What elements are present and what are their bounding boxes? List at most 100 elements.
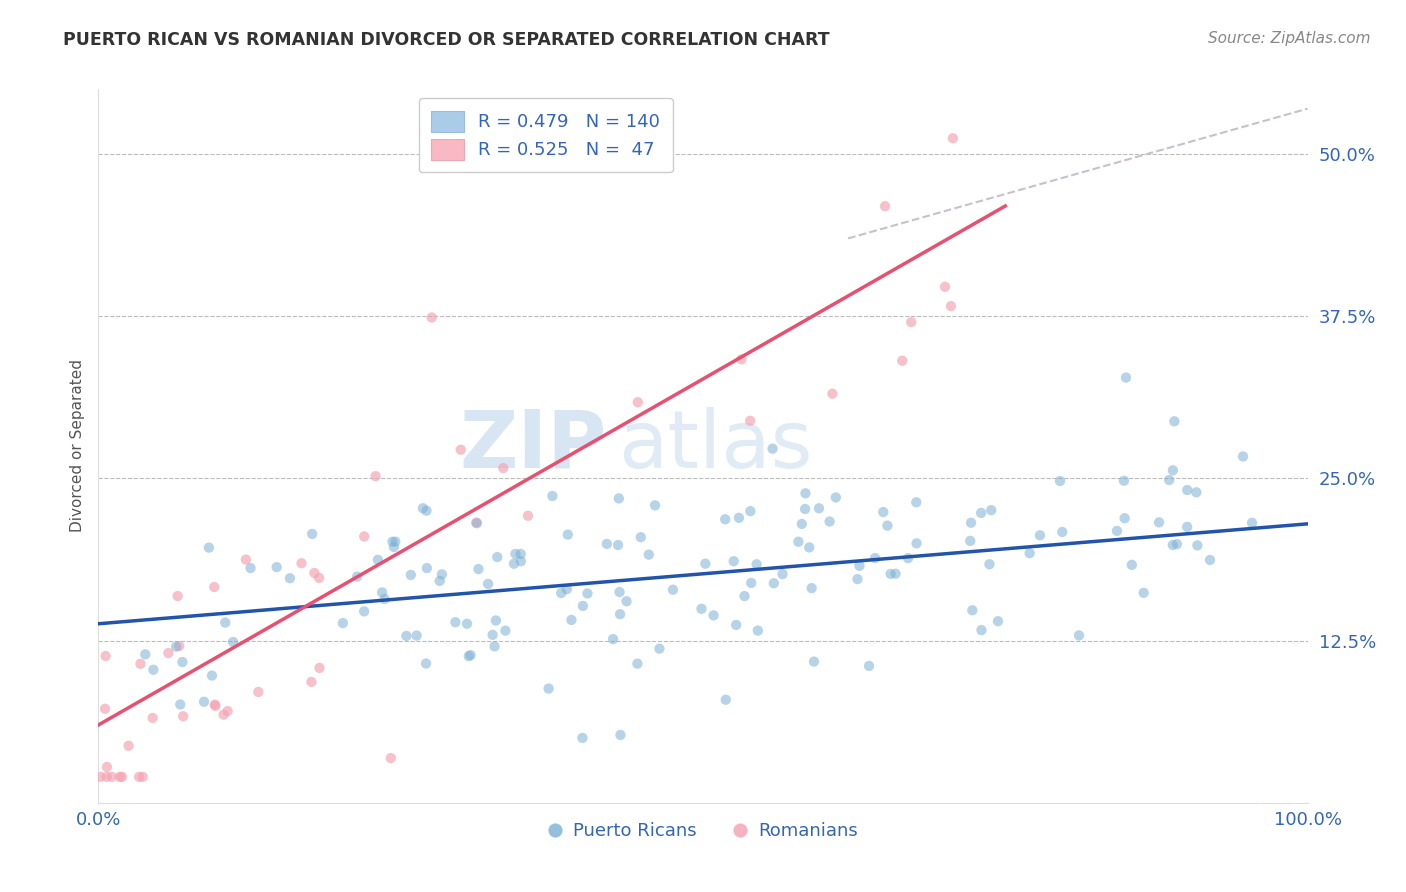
Point <box>304 566 326 580</box>
Point <box>384 534 406 549</box>
Point <box>308 661 330 675</box>
Point <box>290 556 312 570</box>
Point <box>157 646 180 660</box>
Point <box>430 567 453 582</box>
Point <box>128 770 150 784</box>
Point <box>934 280 956 294</box>
Point <box>848 558 870 573</box>
Point <box>1232 450 1254 464</box>
Point <box>858 659 880 673</box>
Point <box>1112 474 1135 488</box>
Point <box>1187 538 1209 552</box>
Point <box>790 516 813 531</box>
Point <box>1163 414 1185 428</box>
Point <box>353 604 375 618</box>
Point <box>794 486 817 500</box>
Point <box>740 504 762 518</box>
Point <box>762 576 785 591</box>
Point <box>198 541 221 555</box>
Point <box>905 536 928 550</box>
Point <box>1132 586 1154 600</box>
Point <box>800 581 823 595</box>
Point <box>596 537 619 551</box>
Point <box>875 199 897 213</box>
Point <box>364 469 387 483</box>
Point <box>371 585 394 599</box>
Point <box>879 566 901 581</box>
Point <box>1175 483 1198 497</box>
Point <box>1067 628 1090 642</box>
Point <box>96 770 118 784</box>
Point <box>212 707 235 722</box>
Point <box>100 770 122 784</box>
Point <box>987 614 1010 628</box>
Point <box>94 702 117 716</box>
Point <box>117 739 139 753</box>
Point <box>876 518 898 533</box>
Point <box>607 538 630 552</box>
Point <box>169 698 191 712</box>
Point <box>457 649 479 664</box>
Point <box>1114 511 1136 525</box>
Point <box>799 541 821 555</box>
Point <box>172 709 194 723</box>
Point <box>412 501 434 516</box>
Point <box>217 704 239 718</box>
Point <box>787 534 810 549</box>
Point <box>602 632 624 647</box>
Point <box>450 442 472 457</box>
Point <box>142 663 165 677</box>
Point <box>626 657 648 671</box>
Point <box>204 698 226 712</box>
Point <box>609 607 631 622</box>
Point <box>96 760 118 774</box>
Text: ZIP: ZIP <box>458 407 606 485</box>
Point <box>740 414 762 428</box>
Point <box>193 695 215 709</box>
Point <box>690 602 713 616</box>
Point <box>1105 524 1128 538</box>
Point <box>980 503 1002 517</box>
Point <box>367 553 389 567</box>
Point <box>266 560 288 574</box>
Point <box>714 512 737 526</box>
Point <box>884 566 907 581</box>
Point <box>730 352 752 367</box>
Point <box>239 561 262 575</box>
Point <box>172 655 194 669</box>
Point <box>517 508 540 523</box>
Point <box>1199 553 1222 567</box>
Point <box>503 557 526 571</box>
Point <box>695 557 717 571</box>
Point <box>142 711 165 725</box>
Point <box>959 533 981 548</box>
Point <box>405 628 427 642</box>
Point <box>381 534 404 549</box>
Point <box>1115 370 1137 384</box>
Point <box>794 502 817 516</box>
Point <box>129 657 152 671</box>
Point <box>278 571 301 585</box>
Point <box>429 574 451 588</box>
Point <box>807 501 830 516</box>
Point <box>616 594 638 608</box>
Point <box>485 614 508 628</box>
Point <box>970 506 993 520</box>
Point <box>745 558 768 572</box>
Point <box>891 353 914 368</box>
Point <box>416 561 439 575</box>
Point <box>382 540 405 554</box>
Point <box>299 674 322 689</box>
Point <box>818 515 841 529</box>
Point <box>1161 538 1184 552</box>
Text: Source: ZipAtlas.com: Source: ZipAtlas.com <box>1208 31 1371 46</box>
Point <box>509 554 531 568</box>
Point <box>374 592 396 607</box>
Point <box>725 618 748 632</box>
Point <box>714 692 737 706</box>
Point <box>380 751 402 765</box>
Point <box>486 550 509 565</box>
Point <box>94 648 117 663</box>
Point <box>202 580 225 594</box>
Point <box>761 442 783 456</box>
